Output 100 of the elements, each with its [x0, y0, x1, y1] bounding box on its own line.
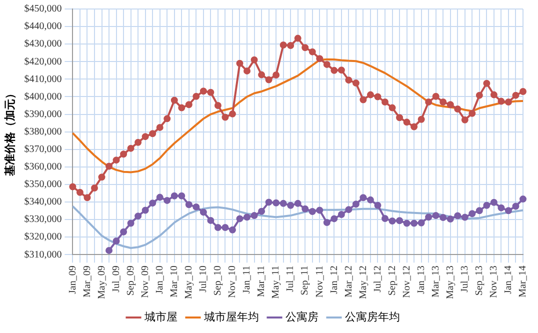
y-tick-label: $410,000	[24, 74, 62, 85]
x-tick-label: Sep_11	[300, 266, 311, 296]
point	[432, 212, 440, 220]
point	[366, 196, 374, 204]
y-tick-label: $440,000	[24, 21, 62, 32]
x-tick-label: Jul_12	[372, 266, 384, 292]
point	[504, 207, 512, 214]
point	[512, 202, 520, 210]
point	[156, 194, 164, 201]
x-tick-label: Jan_10	[154, 266, 166, 294]
x-tick-label: Jan_14	[503, 266, 514, 294]
point	[388, 217, 396, 224]
point	[323, 219, 330, 226]
point	[178, 192, 186, 200]
y-tick-label: $320,000	[24, 232, 62, 243]
point	[308, 208, 316, 215]
x-tick-label: Nov_10	[227, 266, 238, 298]
point	[192, 203, 200, 210]
y-axis-title: 基准价格（加元）	[3, 88, 16, 177]
x-tick-label: May_09	[96, 266, 108, 300]
y-tick-label: $450,000	[24, 4, 62, 15]
point	[200, 208, 207, 216]
point	[352, 200, 360, 208]
x-tick-label: Jan_11	[242, 266, 253, 294]
point	[265, 198, 272, 206]
point	[403, 220, 410, 227]
point	[214, 224, 222, 231]
x-tick-label: May_11	[270, 266, 282, 299]
y-tick-label: $370,000	[24, 144, 62, 156]
point	[142, 206, 149, 214]
point	[345, 206, 352, 214]
point	[360, 194, 367, 202]
x-tick-label: Mar_09	[82, 266, 93, 298]
x-tick-label: May_13	[444, 266, 456, 300]
x-tick-label: Mar_13	[430, 266, 442, 298]
point	[294, 200, 302, 207]
y-tick-label: $330,000	[24, 214, 62, 226]
y-tick-label: $390,000	[24, 108, 62, 120]
point	[316, 206, 324, 214]
point	[106, 246, 113, 254]
point	[170, 192, 178, 200]
x-tick-label: Jan_09	[67, 266, 78, 294]
point	[244, 214, 251, 221]
x-tick-label: May_12	[358, 266, 369, 300]
point	[476, 207, 483, 214]
x-tick-label: Jul_10	[198, 266, 210, 292]
x-tick-label: Jan_12	[328, 266, 340, 294]
point	[446, 216, 454, 223]
y-tick-label: $380,000	[24, 126, 62, 138]
x-tick-label: Jul_13	[460, 266, 471, 292]
point	[454, 212, 462, 220]
point	[396, 217, 404, 224]
point	[498, 204, 505, 212]
x-tick-label: Mar_10	[169, 266, 180, 298]
point	[382, 215, 389, 222]
point	[302, 205, 309, 212]
x-tick-label: Jul_09	[110, 266, 122, 292]
point	[418, 219, 425, 226]
x-tick-label: Nov_11	[314, 266, 326, 298]
point	[461, 214, 468, 221]
point	[483, 202, 490, 209]
point	[287, 202, 294, 209]
y-tick-label: $340,000	[24, 196, 62, 208]
x-tick-label: Jul_11	[285, 266, 296, 292]
x-tick-label: Nov_13	[488, 266, 500, 298]
point	[222, 224, 229, 231]
y-tick-label: $420,000	[24, 56, 62, 68]
point	[207, 216, 214, 224]
point	[425, 214, 432, 221]
legend-label: 公寓房	[286, 310, 318, 324]
point	[120, 228, 128, 236]
point	[520, 196, 526, 203]
y-tick-label: $310,000	[24, 249, 62, 260]
point	[236, 215, 244, 222]
x-tick-label: Sep_09	[125, 266, 136, 296]
legend-label: 城市屋年均	[203, 310, 259, 324]
legend-label: 城市屋	[144, 310, 178, 324]
point	[228, 226, 236, 234]
x-tick-label: Sep_10	[212, 266, 224, 296]
point	[280, 200, 287, 207]
y-tick-label: $350,000	[24, 179, 62, 190]
point	[127, 220, 134, 227]
point	[185, 201, 192, 208]
point	[374, 202, 382, 209]
point	[112, 237, 120, 244]
point	[330, 215, 338, 222]
point	[250, 212, 258, 220]
point	[338, 210, 345, 218]
x-tick-label: Sep_12	[386, 266, 398, 296]
x-tick-label: Sep_13	[474, 266, 486, 296]
point	[164, 196, 171, 204]
point	[440, 214, 447, 221]
point	[149, 200, 156, 207]
point	[272, 199, 280, 206]
point	[258, 208, 266, 215]
point	[410, 220, 418, 227]
point	[134, 212, 142, 220]
x-tick-label: Mar_11	[256, 266, 268, 297]
legend-label: 公寓房年均	[345, 310, 400, 324]
x-tick-label: Mar_14	[518, 266, 529, 298]
